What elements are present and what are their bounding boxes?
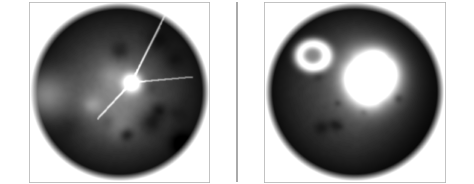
Text: a: a [36,168,42,177]
Text: b: b [272,168,278,177]
